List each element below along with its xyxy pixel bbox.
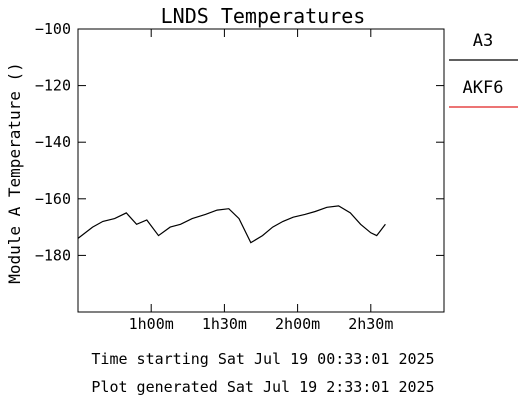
x-tick-label: 1h00m xyxy=(129,315,174,333)
x-tick-label: 1h30m xyxy=(202,315,247,333)
plot-generated-text: Plot generated Sat Jul 19 2:33:01 2025 xyxy=(91,378,434,396)
legend: A3 AKF6 xyxy=(449,31,518,108)
x-tick-label: 2h00m xyxy=(275,315,320,333)
y-axis-label: Module A Temperature () xyxy=(5,62,24,284)
time-starting-text: Time starting Sat Jul 19 00:33:01 2025 xyxy=(91,350,434,368)
plot-frame xyxy=(77,28,445,313)
y-tick-label: −100 xyxy=(35,20,71,38)
legend-label-akf6: AKF6 xyxy=(463,78,504,98)
y-tick-label: −140 xyxy=(35,133,71,151)
y-tick-label: −160 xyxy=(35,190,71,208)
x-axis-ticks: 1h00m 1h30m 2h00m 2h30m xyxy=(129,29,393,333)
y-tick-label: −180 xyxy=(35,246,71,264)
y-axis-ticks: −100 −120 −140 −160 −180 xyxy=(35,20,444,264)
y-tick-label: −120 xyxy=(35,77,71,95)
series-line-a3 xyxy=(77,205,386,244)
x-tick-label: 2h30m xyxy=(348,315,393,333)
chart-title: LNDS Temperatures xyxy=(161,4,366,28)
legend-label-a3: A3 xyxy=(473,31,493,51)
series-lines xyxy=(77,205,386,244)
